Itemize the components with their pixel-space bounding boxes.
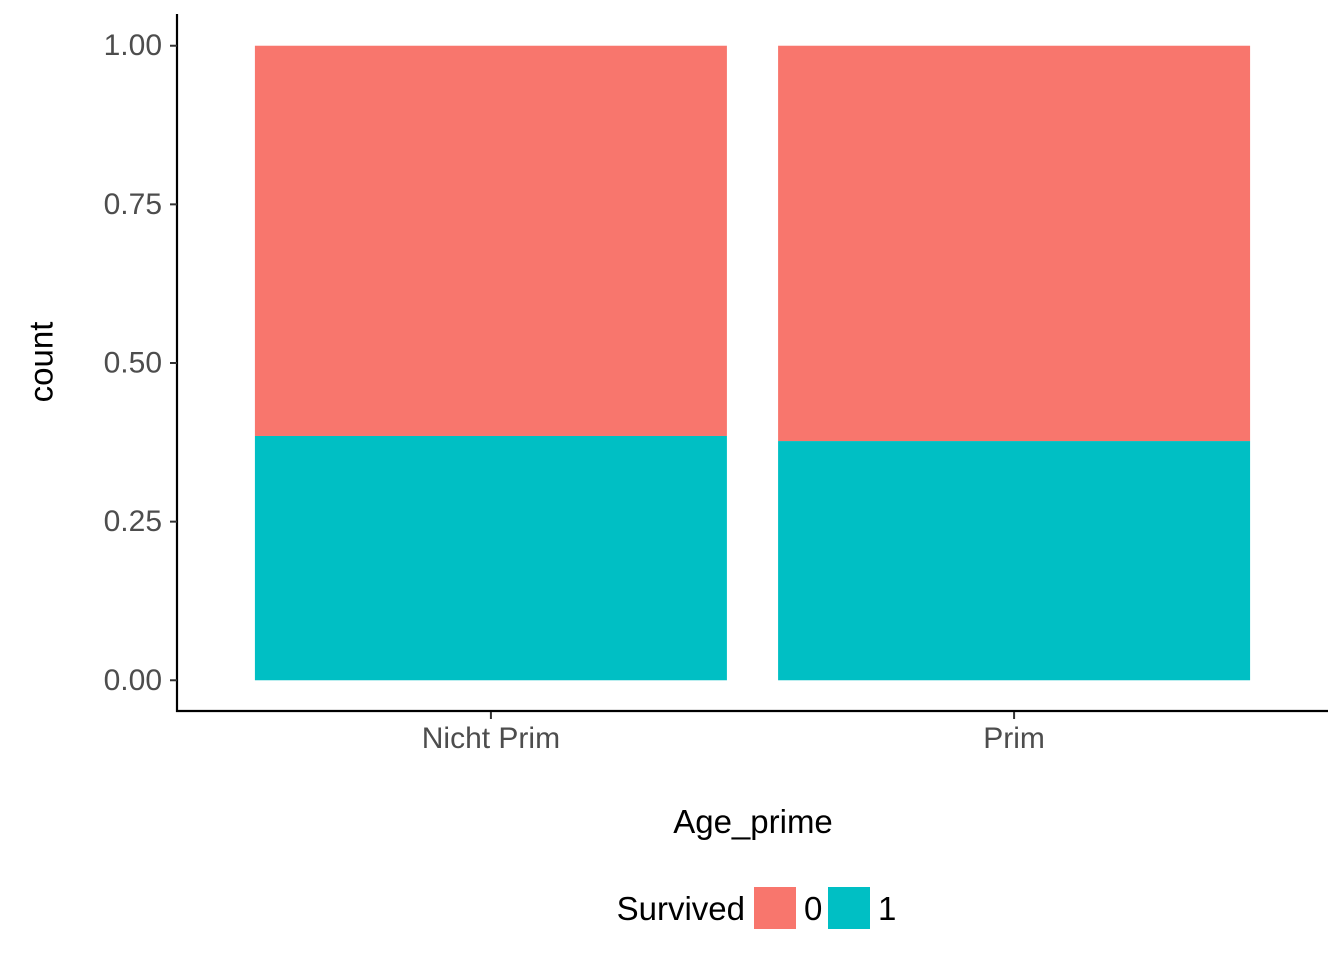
bars-group	[254, 45, 1251, 681]
y-axis-title: count	[23, 322, 60, 403]
bar-nicht-prim-survived-1	[254, 435, 727, 681]
x-tick-label: Nicht Prim	[422, 722, 560, 755]
legend-label-1: 1	[878, 890, 896, 927]
x-axis-title: Age_prime	[673, 803, 833, 840]
legend-swatch-1	[828, 887, 870, 929]
bar-prim-survived-1	[778, 441, 1251, 681]
bar-nicht-prim-survived-0	[254, 45, 727, 436]
legend-label-0: 0	[804, 890, 822, 927]
legend-title: Survived	[617, 890, 745, 927]
y-tick-label: 1.00	[104, 29, 162, 62]
x-tick-label: Prim	[983, 722, 1045, 755]
x-ticks-group: Nicht Prim Prim	[422, 712, 1045, 755]
y-ticks-group: 0.00 0.25 0.50 0.75 1.00	[104, 29, 177, 697]
y-tick-label: 0.25	[104, 505, 162, 538]
y-tick-label: 0.00	[104, 664, 162, 697]
bar-prim-survived-0	[778, 45, 1251, 442]
y-tick-label: 0.50	[104, 347, 162, 380]
legend-swatch-0	[754, 887, 796, 929]
y-tick-label: 0.75	[104, 188, 162, 221]
